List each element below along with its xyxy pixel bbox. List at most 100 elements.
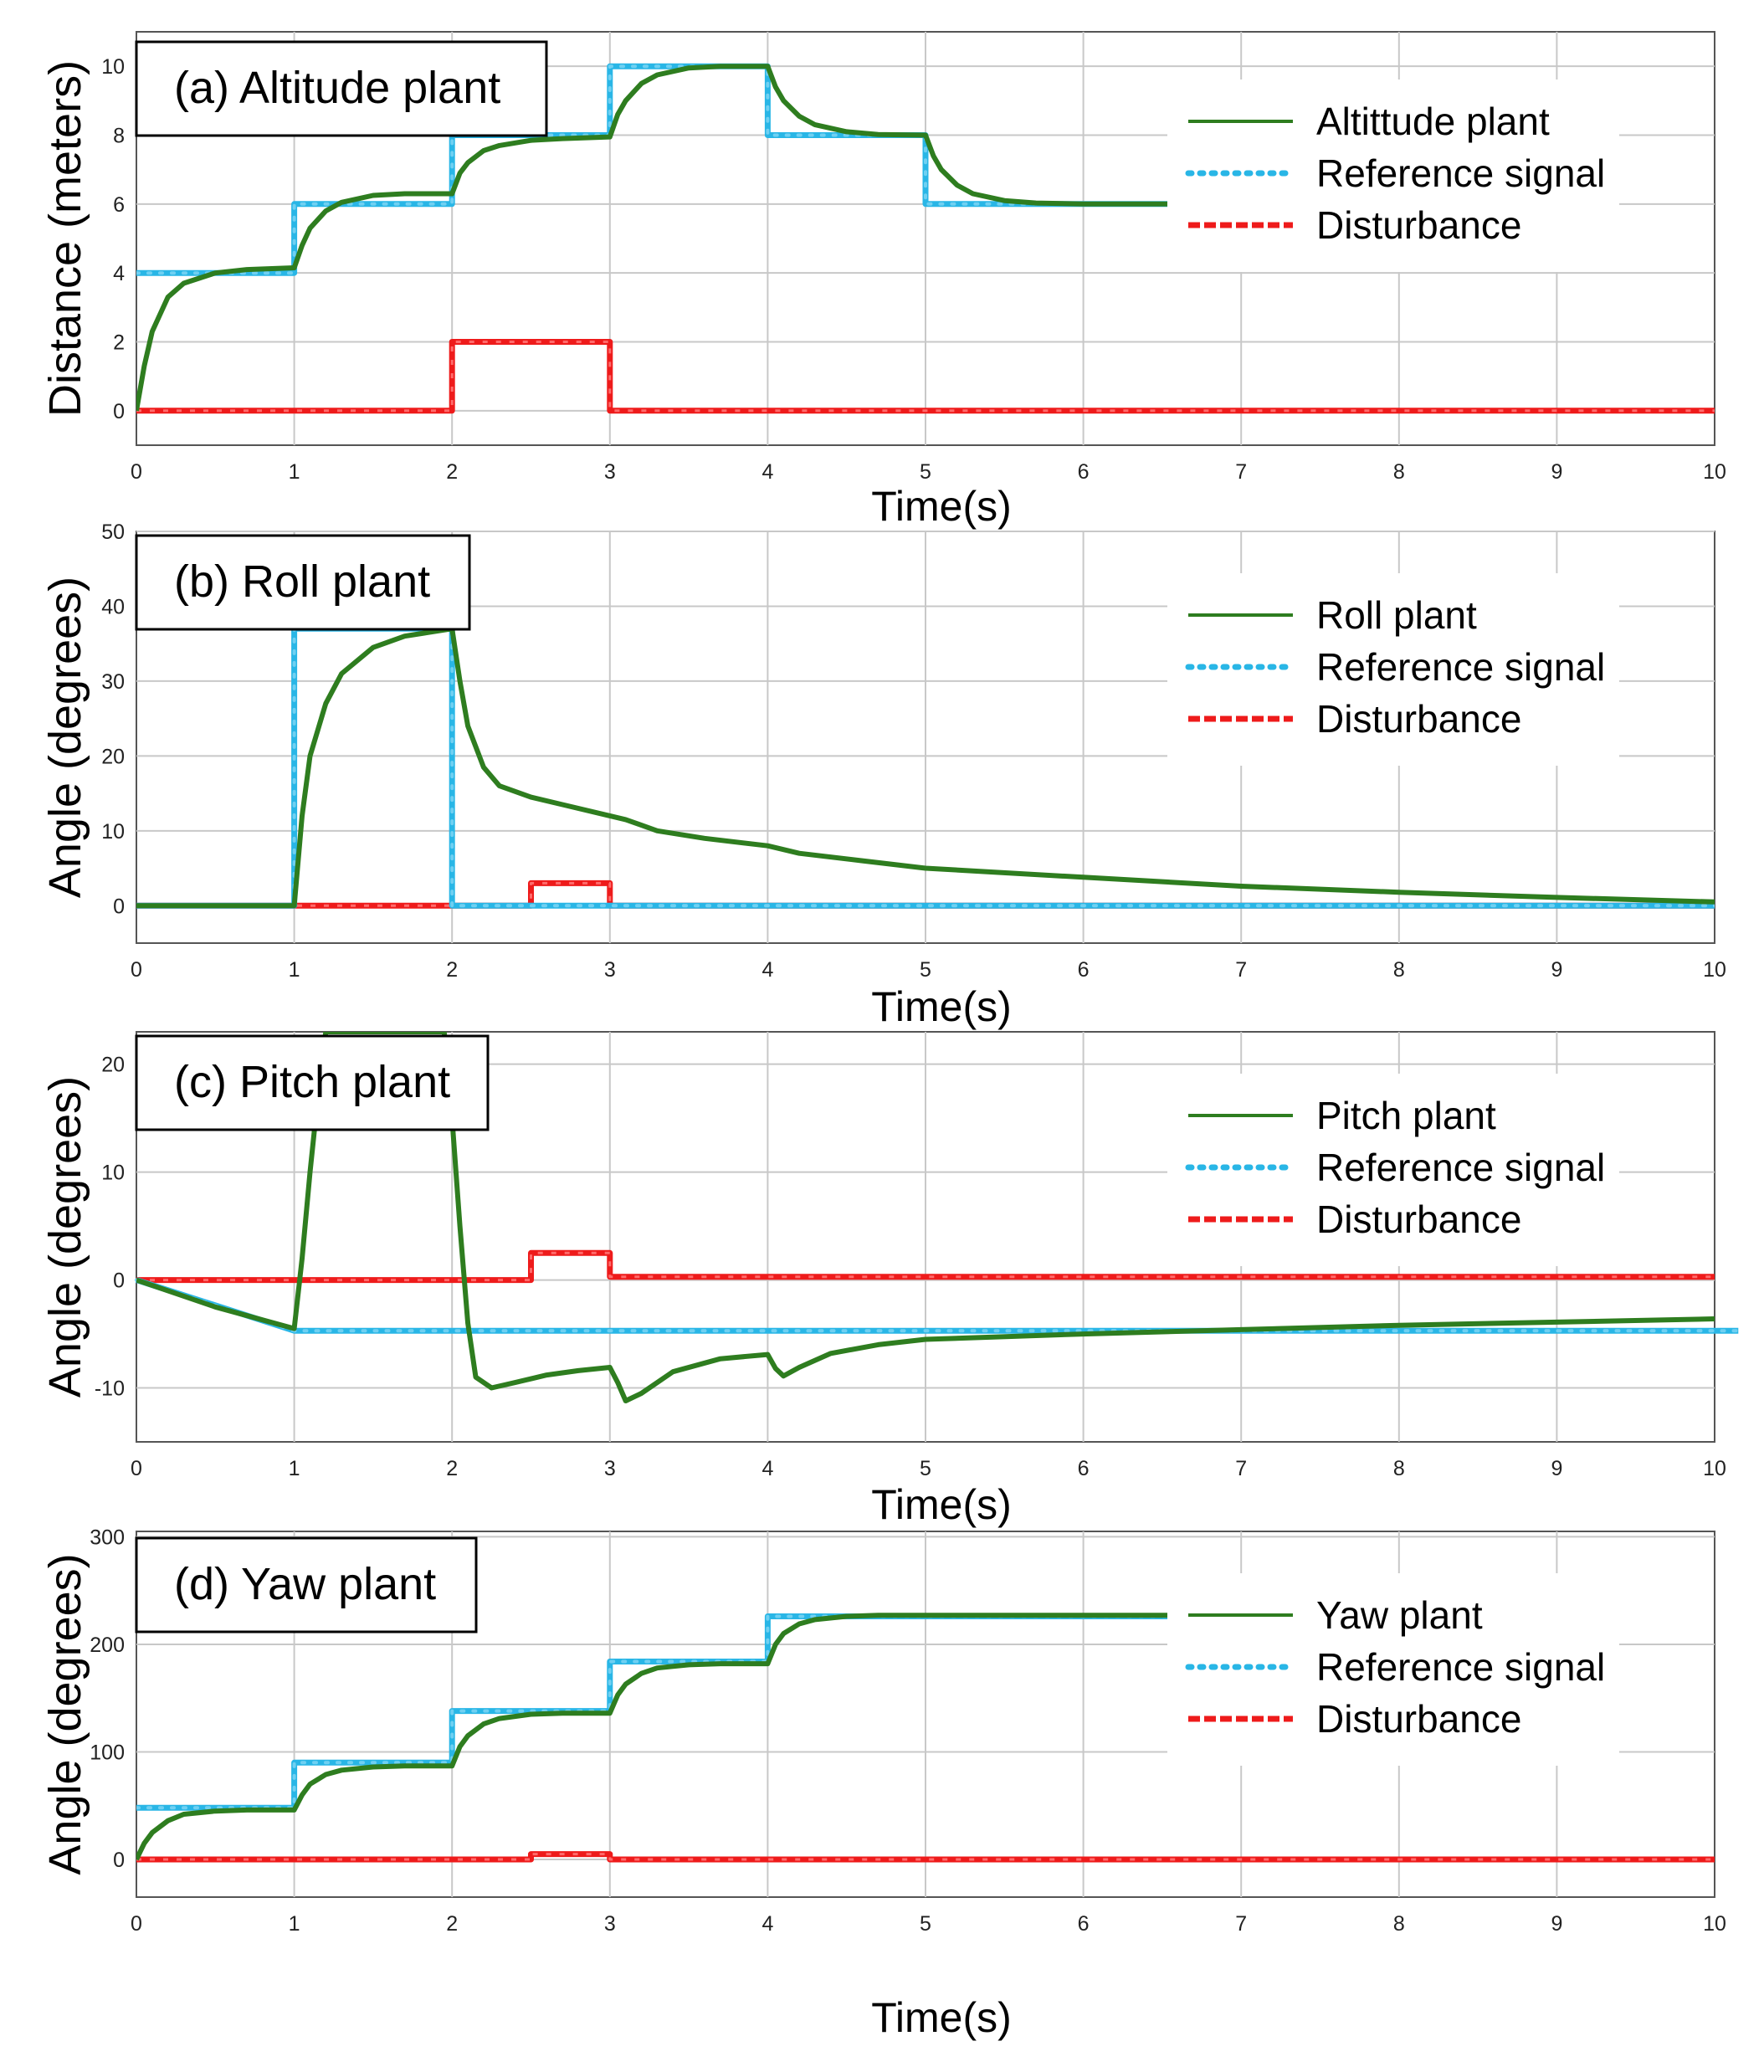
x-tick-label: 3 — [604, 1912, 616, 1936]
panel-3: 0 1 2 3 4 5 6 7 8 9 10 -10 0 10 20 Time(s) Angle (degree… — [40, 1031, 1741, 1528]
panel-title-box — [135, 40, 548, 137]
legend-disturbance-label: Disturbance — [1316, 1697, 1521, 1741]
x-tick-label: 0 — [131, 958, 142, 982]
y-tick-label: 8 — [113, 125, 125, 148]
x-tick-label: 7 — [1235, 1457, 1247, 1480]
x-tick-label: 2 — [446, 460, 458, 484]
x-tick-label: 10 — [1703, 1912, 1726, 1936]
x-tick-label: 9 — [1551, 1912, 1562, 1936]
x-tick-label: 7 — [1235, 1912, 1247, 1936]
panel-title-box — [135, 534, 471, 631]
y-axis-label: Angle (degrees) — [40, 1076, 90, 1398]
x-tick-label: 4 — [761, 1457, 773, 1480]
y-tick-label: 40 — [101, 595, 125, 618]
plant-line — [136, 64, 1281, 412]
legend-plant-label: Altittude plant — [1316, 100, 1550, 143]
y-tick-label: 0 — [113, 895, 125, 918]
x-tick-label: 10 — [1703, 1457, 1726, 1480]
disturbance-markers — [136, 881, 1715, 907]
x-tick-label: 0 — [131, 1457, 142, 1480]
x-tick-label: 3 — [604, 958, 616, 982]
x-tick-label: 10 — [1703, 958, 1726, 982]
x-tick-label: 5 — [920, 1457, 931, 1480]
reference-markers — [136, 1614, 1283, 1810]
panel-1: 0 1 2 3 4 5 6 7 8 9 10 0 2 4 6 8 10 Time(s) Distance (mete… — [40, 31, 1726, 530]
legend-box — [1167, 1573, 1619, 1766]
legend-disturbance-label: Disturbance — [1316, 697, 1521, 741]
y-tick-label: 30 — [101, 670, 125, 694]
legend-reference-label: Reference signal — [1316, 645, 1605, 689]
y-tick-label: 10 — [101, 55, 125, 79]
y-axis-label: Angle (degrees) — [40, 1553, 90, 1875]
x-tick-label: 4 — [761, 460, 773, 484]
plant-line — [136, 1613, 1281, 1861]
x-tick-label: 8 — [1393, 958, 1405, 982]
y-tick-label: 10 — [101, 1162, 125, 1185]
x-tick-label: 9 — [1551, 460, 1562, 484]
x-tick-label: 1 — [289, 1912, 300, 1936]
y-axis-label: Distance (meters) — [40, 60, 90, 417]
legend-disturbance-label: Disturbance — [1316, 1198, 1521, 1241]
x-tick-label: 2 — [446, 958, 458, 982]
reference-markers — [136, 64, 1283, 275]
x-tick-label: 1 — [289, 460, 300, 484]
legend-box — [1167, 1074, 1619, 1266]
x-tick-label: 3 — [604, 1457, 616, 1480]
x-tick-label: 6 — [1078, 1457, 1090, 1480]
plant-line — [136, 626, 1715, 909]
legend-reference-label: Reference signal — [1316, 1146, 1605, 1189]
y-tick-label: 20 — [101, 1054, 125, 1077]
legend-plant-label: Pitch plant — [1316, 1094, 1496, 1137]
panel-title-box — [135, 1034, 490, 1131]
y-tick-label: 300 — [90, 1526, 125, 1549]
x-tick-label: 8 — [1393, 1912, 1405, 1936]
panel-title: (c) Pitch plant — [174, 1057, 450, 1107]
panel-2: 0 1 2 3 4 5 6 7 8 9 10 0 10 20 30 40 50 Time(s) Angle (deg… — [40, 521, 1726, 1030]
legend-box — [1167, 573, 1619, 766]
y-tick-label: 200 — [90, 1633, 125, 1657]
legend-box — [1167, 79, 1619, 272]
y-axis-label: Angle (degrees) — [40, 577, 90, 898]
x-tick-label: 4 — [761, 1912, 773, 1936]
x-axis-label: Time(s) — [871, 1481, 1012, 1528]
panel-title: (d) Yaw plant — [174, 1559, 436, 1609]
x-tick-label: 0 — [131, 1912, 142, 1936]
legend-plant-label: Yaw plant — [1316, 1593, 1483, 1637]
x-tick-label: 6 — [1078, 1912, 1090, 1936]
x-tick-label: 5 — [920, 958, 931, 982]
x-tick-label: 2 — [446, 1457, 458, 1480]
panel-title: (b) Roll plant — [174, 556, 430, 607]
x-tick-label: 9 — [1551, 958, 1562, 982]
y-tick-label: 6 — [113, 193, 125, 217]
x-tick-label: 4 — [761, 958, 773, 982]
y-tick-label: 0 — [113, 1269, 125, 1293]
y-tick-label: 50 — [101, 521, 125, 544]
x-tick-label: 5 — [920, 1912, 931, 1936]
y-tick-label: 4 — [113, 262, 125, 285]
y-tick-label: 10 — [101, 820, 125, 844]
figure-xlabel: Time(s) — [871, 1994, 1012, 2041]
x-tick-label: 2 — [446, 1912, 458, 1936]
y-tick-label: -10 — [95, 1377, 125, 1401]
x-tick-label: 7 — [1235, 958, 1247, 982]
y-tick-label: 0 — [113, 1849, 125, 1872]
x-tick-label: 9 — [1551, 1457, 1562, 1480]
x-tick-label: 1 — [289, 1457, 300, 1480]
y-tick-label: 20 — [101, 745, 125, 768]
x-tick-label: 1 — [289, 958, 300, 982]
disturbance-line — [136, 1851, 1715, 1863]
panel-title-box — [135, 1536, 478, 1633]
y-tick-label: 100 — [90, 1741, 125, 1764]
x-tick-label: 6 — [1078, 958, 1090, 982]
panel-title: (a) Altitude plant — [174, 63, 500, 113]
legend-disturbance-label: Disturbance — [1316, 203, 1521, 247]
x-tick-label: 7 — [1235, 460, 1247, 484]
x-tick-label: 10 — [1703, 460, 1726, 484]
x-tick-label: 0 — [131, 460, 142, 484]
legend-reference-label: Reference signal — [1316, 151, 1605, 195]
disturbance-line — [136, 339, 1715, 414]
x-tick-label: 6 — [1078, 460, 1090, 484]
x-axis-label: Time(s) — [871, 483, 1012, 530]
